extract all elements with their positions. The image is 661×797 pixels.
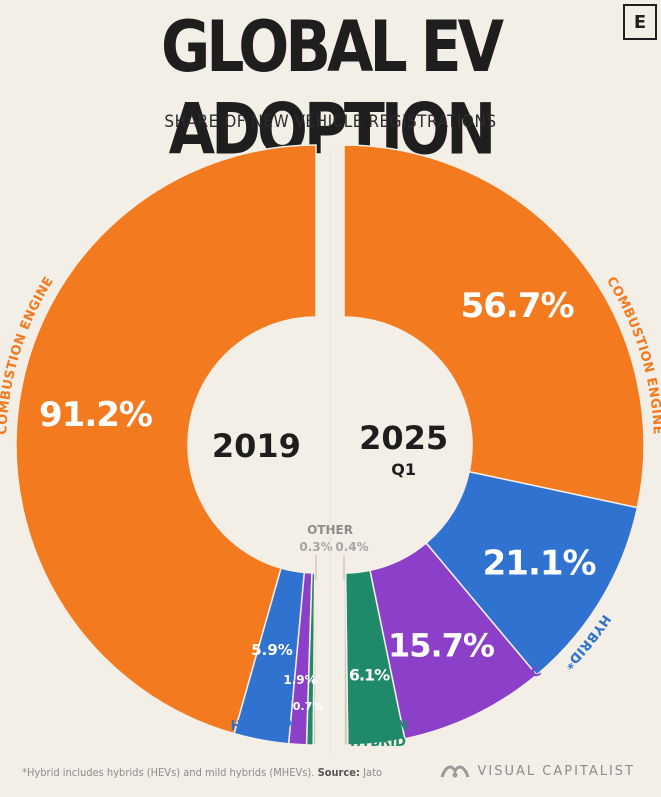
slice-2019-combustion-engine <box>15 144 317 735</box>
brand-name: VISUAL CAPITALIST <box>477 763 635 779</box>
center-sublabel-2025: Q1 <box>391 460 416 479</box>
page-title: GLOBAL EV ADOPTION <box>160 6 504 172</box>
footnote-text: *Hybrid includes hybrids (HEVs) and mild… <box>22 766 315 779</box>
center-label-2025: 2025 <box>359 419 448 457</box>
value-label-2019-other: 0.3% <box>299 540 332 554</box>
publisher-logo: E <box>623 4 657 40</box>
value-label-2025-hybrid: 21.1% <box>483 543 596 583</box>
value-label-2025-other: 0.4% <box>335 540 368 554</box>
value-label-2025-plug-in-hybrid: 6.1% <box>349 665 390 684</box>
value-label-2019-battery-electric: 1.9% <box>283 673 316 687</box>
category-label-hybrid-left: HYBRID* <box>231 719 294 734</box>
value-label-2025-battery-electric: 15.7% <box>388 627 495 665</box>
value-label-2019-combustion: 91.2% <box>39 395 152 435</box>
source-value: Jato <box>363 766 383 779</box>
page-subtitle: SHARE OF NEW VEHICLE REGISTRATIONS <box>164 112 497 132</box>
slice-2025-hybrid <box>425 470 639 677</box>
brand: VISUAL CAPITALIST <box>440 763 636 779</box>
value-label-2019-plug-in-hybrid: 0.7% <box>293 700 324 713</box>
category-label-plug-in-hybrid-1: PLUG-IN <box>348 719 408 734</box>
center-label-2019: 2019 <box>212 427 301 465</box>
chart-2019 <box>15 144 317 746</box>
visual-capitalist-icon <box>440 765 469 778</box>
slice-2025-combustion-engine <box>343 144 645 509</box>
chart-2025 <box>343 144 645 746</box>
source-label: Source: <box>317 766 360 779</box>
value-label-2019-hybrid: 5.9% <box>251 641 293 659</box>
value-label-2025-combustion: 56.7% <box>461 286 574 326</box>
footnote: *Hybrid includes hybrids (HEVs) and mild… <box>22 766 382 779</box>
category-label-plug-in-hybrid-2: HYBRID <box>350 735 406 750</box>
